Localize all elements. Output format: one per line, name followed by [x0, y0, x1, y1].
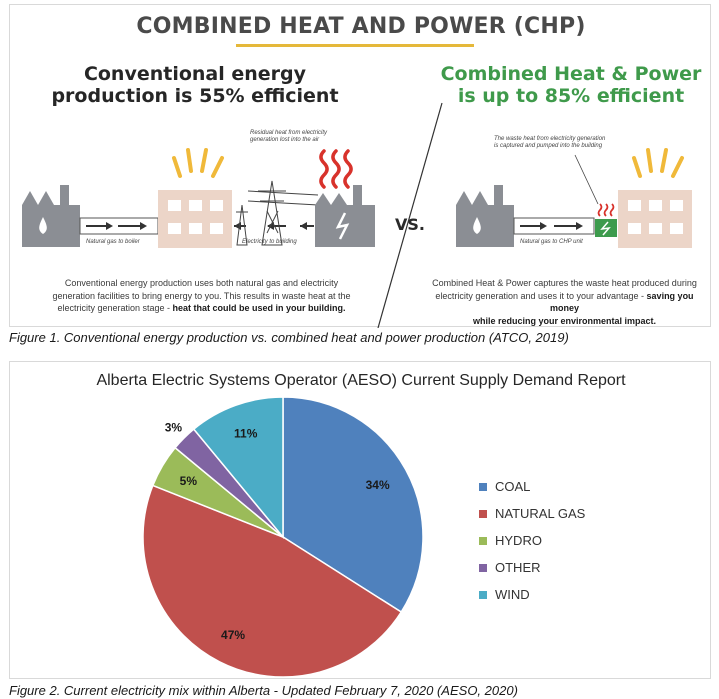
infographic-title-suffix: (CHP): [505, 14, 586, 39]
label-gas-to-chp: Natural gas to CHP unit: [520, 239, 583, 245]
infographic-title-main: COMBINED HEAT AND POWER: [136, 14, 506, 39]
transmission-tower-icon: [236, 180, 319, 246]
chp-description-line2-plain: electricity generation and uses it to yo…: [435, 290, 647, 301]
conventional-heading-line2: production is 55% efficient: [51, 85, 339, 107]
pie-chart: 34% 47% 5% 3% 11%: [142, 396, 424, 678]
legend-item-hydro: HYDRO: [479, 527, 585, 554]
conventional-heading-line1: Conventional energy: [83, 63, 307, 85]
chp-gas-pipe-arrows: [513, 217, 595, 235]
chp-description-line2-bold: saving you money: [549, 290, 694, 314]
pie-slice-coal: [282, 396, 424, 614]
residual-heat-note: Residual heat from electricity generatio…: [250, 130, 327, 144]
chart-title: Alberta Electric Systems Operator (AESO)…: [96, 372, 626, 389]
conventional-description-line1: Conventional energy production uses both…: [64, 278, 339, 288]
chp-building-icon: [618, 190, 692, 248]
legend-label: COAL: [495, 479, 531, 494]
legend-swatch: [479, 536, 487, 545]
chart-legend: COAL NATURAL GAS HYDRO OTHER WIND: [479, 473, 585, 608]
pie-label-hydro: 5%: [180, 474, 198, 488]
legend-item-natural-gas: NATURAL GAS: [479, 500, 585, 527]
conventional-description-line2: generation facilities to bring energy to…: [52, 290, 351, 301]
legend-swatch: [479, 482, 487, 491]
pie-label-wind: 11%: [234, 427, 258, 441]
legend-label: WIND: [495, 587, 530, 602]
label-gas-to-boiler: Natural gas to boiler: [86, 239, 140, 245]
legend-swatch: [479, 590, 487, 599]
figure-2-chart: Alberta Electric Systems Operator (AESO)…: [9, 361, 711, 679]
legend-label: OTHER: [495, 560, 541, 575]
gas-plant-icon: [22, 185, 80, 247]
figure-2-caption: Figure 2. Current electricity mix within…: [9, 683, 518, 698]
figure-1-infographic: COMBINED HEAT AND POWER (CHP) Convention…: [9, 4, 712, 328]
vs-label: VS.: [395, 215, 425, 234]
divider-line: [377, 102, 443, 328]
heat-rays-icon: [172, 148, 224, 178]
label-electricity-to-building: Electricity to building: [242, 239, 297, 245]
conventional-description-line3: electricity generation stage - heat that…: [24, 302, 379, 315]
building-icon: [158, 190, 232, 248]
infographic-illustration: [22, 102, 692, 328]
power-plant-icon: [315, 185, 375, 247]
chp-heat-rays-icon: [632, 148, 684, 178]
chp-heading: Combined Heat & Power is up to 85% effic…: [436, 63, 706, 107]
note-pointer-line: [574, 154, 599, 205]
pie-label-other: 3%: [165, 420, 183, 434]
title-underline: [236, 44, 474, 47]
chp-heading-line2: is up to 85% efficient: [457, 85, 685, 107]
chp-gas-plant-icon: [456, 185, 514, 247]
legend-swatch: [479, 509, 487, 518]
pie-label-coal: 34%: [366, 478, 390, 492]
residual-heat-note-line2: generation lost into the air: [250, 137, 320, 143]
legend-label: NATURAL GAS: [495, 506, 586, 521]
chp-description-line1: Combined Heat & Power captures the waste…: [432, 278, 697, 288]
pie-label-natural-gas: 47%: [221, 628, 245, 642]
legend-item-wind: WIND: [479, 581, 585, 608]
waste-heat-note-line1: The waste heat from electricity generati…: [494, 136, 606, 142]
legend-item-coal: COAL: [479, 473, 585, 500]
chp-unit-icon: [595, 203, 617, 237]
conventional-description-line3-bold: heat that could be used in your building…: [172, 303, 346, 313]
legend-item-other: OTHER: [479, 554, 585, 581]
residual-heat-note-line1: Residual heat from electricity: [250, 130, 328, 136]
conventional-description-line3-plain: electricity generation stage -: [57, 303, 173, 313]
chp-description-line2: electricity generation and uses it to yo…: [422, 290, 707, 315]
conventional-heading: Conventional energy production is 55% ef…: [50, 63, 340, 107]
legend-swatch: [479, 563, 487, 572]
conventional-description: Conventional energy production uses both…: [24, 277, 379, 315]
chp-description-line3: while reducing your environmental impact…: [422, 315, 707, 328]
infographic-title: COMBINED HEAT AND POWER (CHP): [10, 14, 712, 39]
gas-pipe-arrows: [79, 217, 159, 235]
legend-label: HYDRO: [495, 533, 542, 548]
chp-description-line3-bold: while reducing your environmental impact…: [472, 315, 657, 326]
waste-heat-note: The waste heat from electricity generati…: [494, 136, 605, 150]
chp-description: Combined Heat & Power captures the waste…: [422, 277, 707, 327]
waste-heat-icon: [319, 149, 353, 189]
figure-1-caption: Figure 1. Conventional energy production…: [9, 330, 569, 345]
chp-heading-line1: Combined Heat & Power: [440, 63, 702, 85]
pie-slice-wind: [192, 396, 284, 540]
waste-heat-note-line2: is captured and pumped into the building: [494, 143, 603, 149]
pie-slice-natural-gas: [142, 484, 403, 678]
